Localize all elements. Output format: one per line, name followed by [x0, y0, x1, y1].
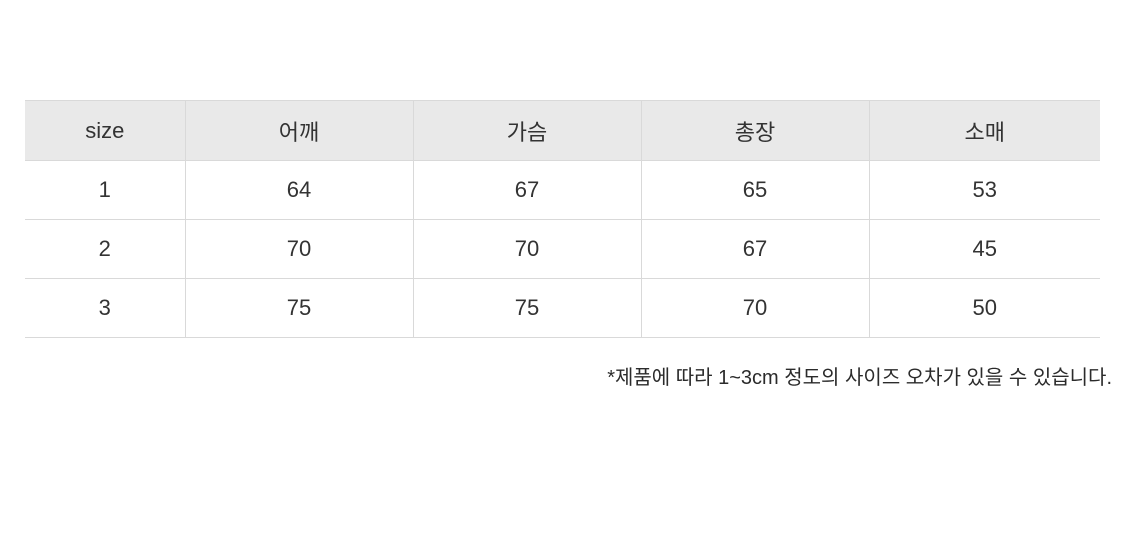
header-cell-chest: 가슴	[412, 100, 641, 161]
size-cell: 1	[25, 160, 185, 220]
measurement-cell: 64	[184, 160, 413, 220]
table-row-size-2: 2 70 70 67 45	[25, 219, 1100, 279]
header-cell-size: size	[25, 100, 185, 161]
measurement-cell: 50	[868, 278, 1100, 338]
size-cell: 2	[25, 219, 185, 279]
size-cell: 3	[25, 278, 185, 338]
measurement-cell: 70	[184, 219, 413, 279]
measurement-cell: 45	[868, 219, 1100, 279]
measurement-cell: 70	[412, 219, 641, 279]
measurement-cell: 75	[412, 278, 641, 338]
size-chart-table: size 어깨 가슴 총장 소매 1 64 67 65 53 2 70 70 6…	[25, 100, 1100, 338]
header-cell-shoulder: 어깨	[184, 100, 413, 161]
measurement-cell: 65	[640, 160, 869, 220]
header-row: size 어깨 가슴 총장 소매	[25, 100, 1100, 161]
measurement-cell: 67	[640, 219, 869, 279]
size-tolerance-note: *제품에 따라 1~3cm 정도의 사이즈 오차가 있을 수 있습니다.	[607, 367, 1112, 389]
table-row-size-1: 1 64 67 65 53	[25, 160, 1100, 220]
header-cell-sleeve: 소매	[868, 100, 1100, 161]
measurement-cell: 70	[640, 278, 869, 338]
measurement-cell: 53	[868, 160, 1100, 220]
measurement-cell: 67	[412, 160, 641, 220]
measurement-cell: 75	[184, 278, 413, 338]
header-cell-length: 총장	[640, 100, 869, 161]
table-row-size-3: 3 75 75 70 50	[25, 278, 1100, 338]
